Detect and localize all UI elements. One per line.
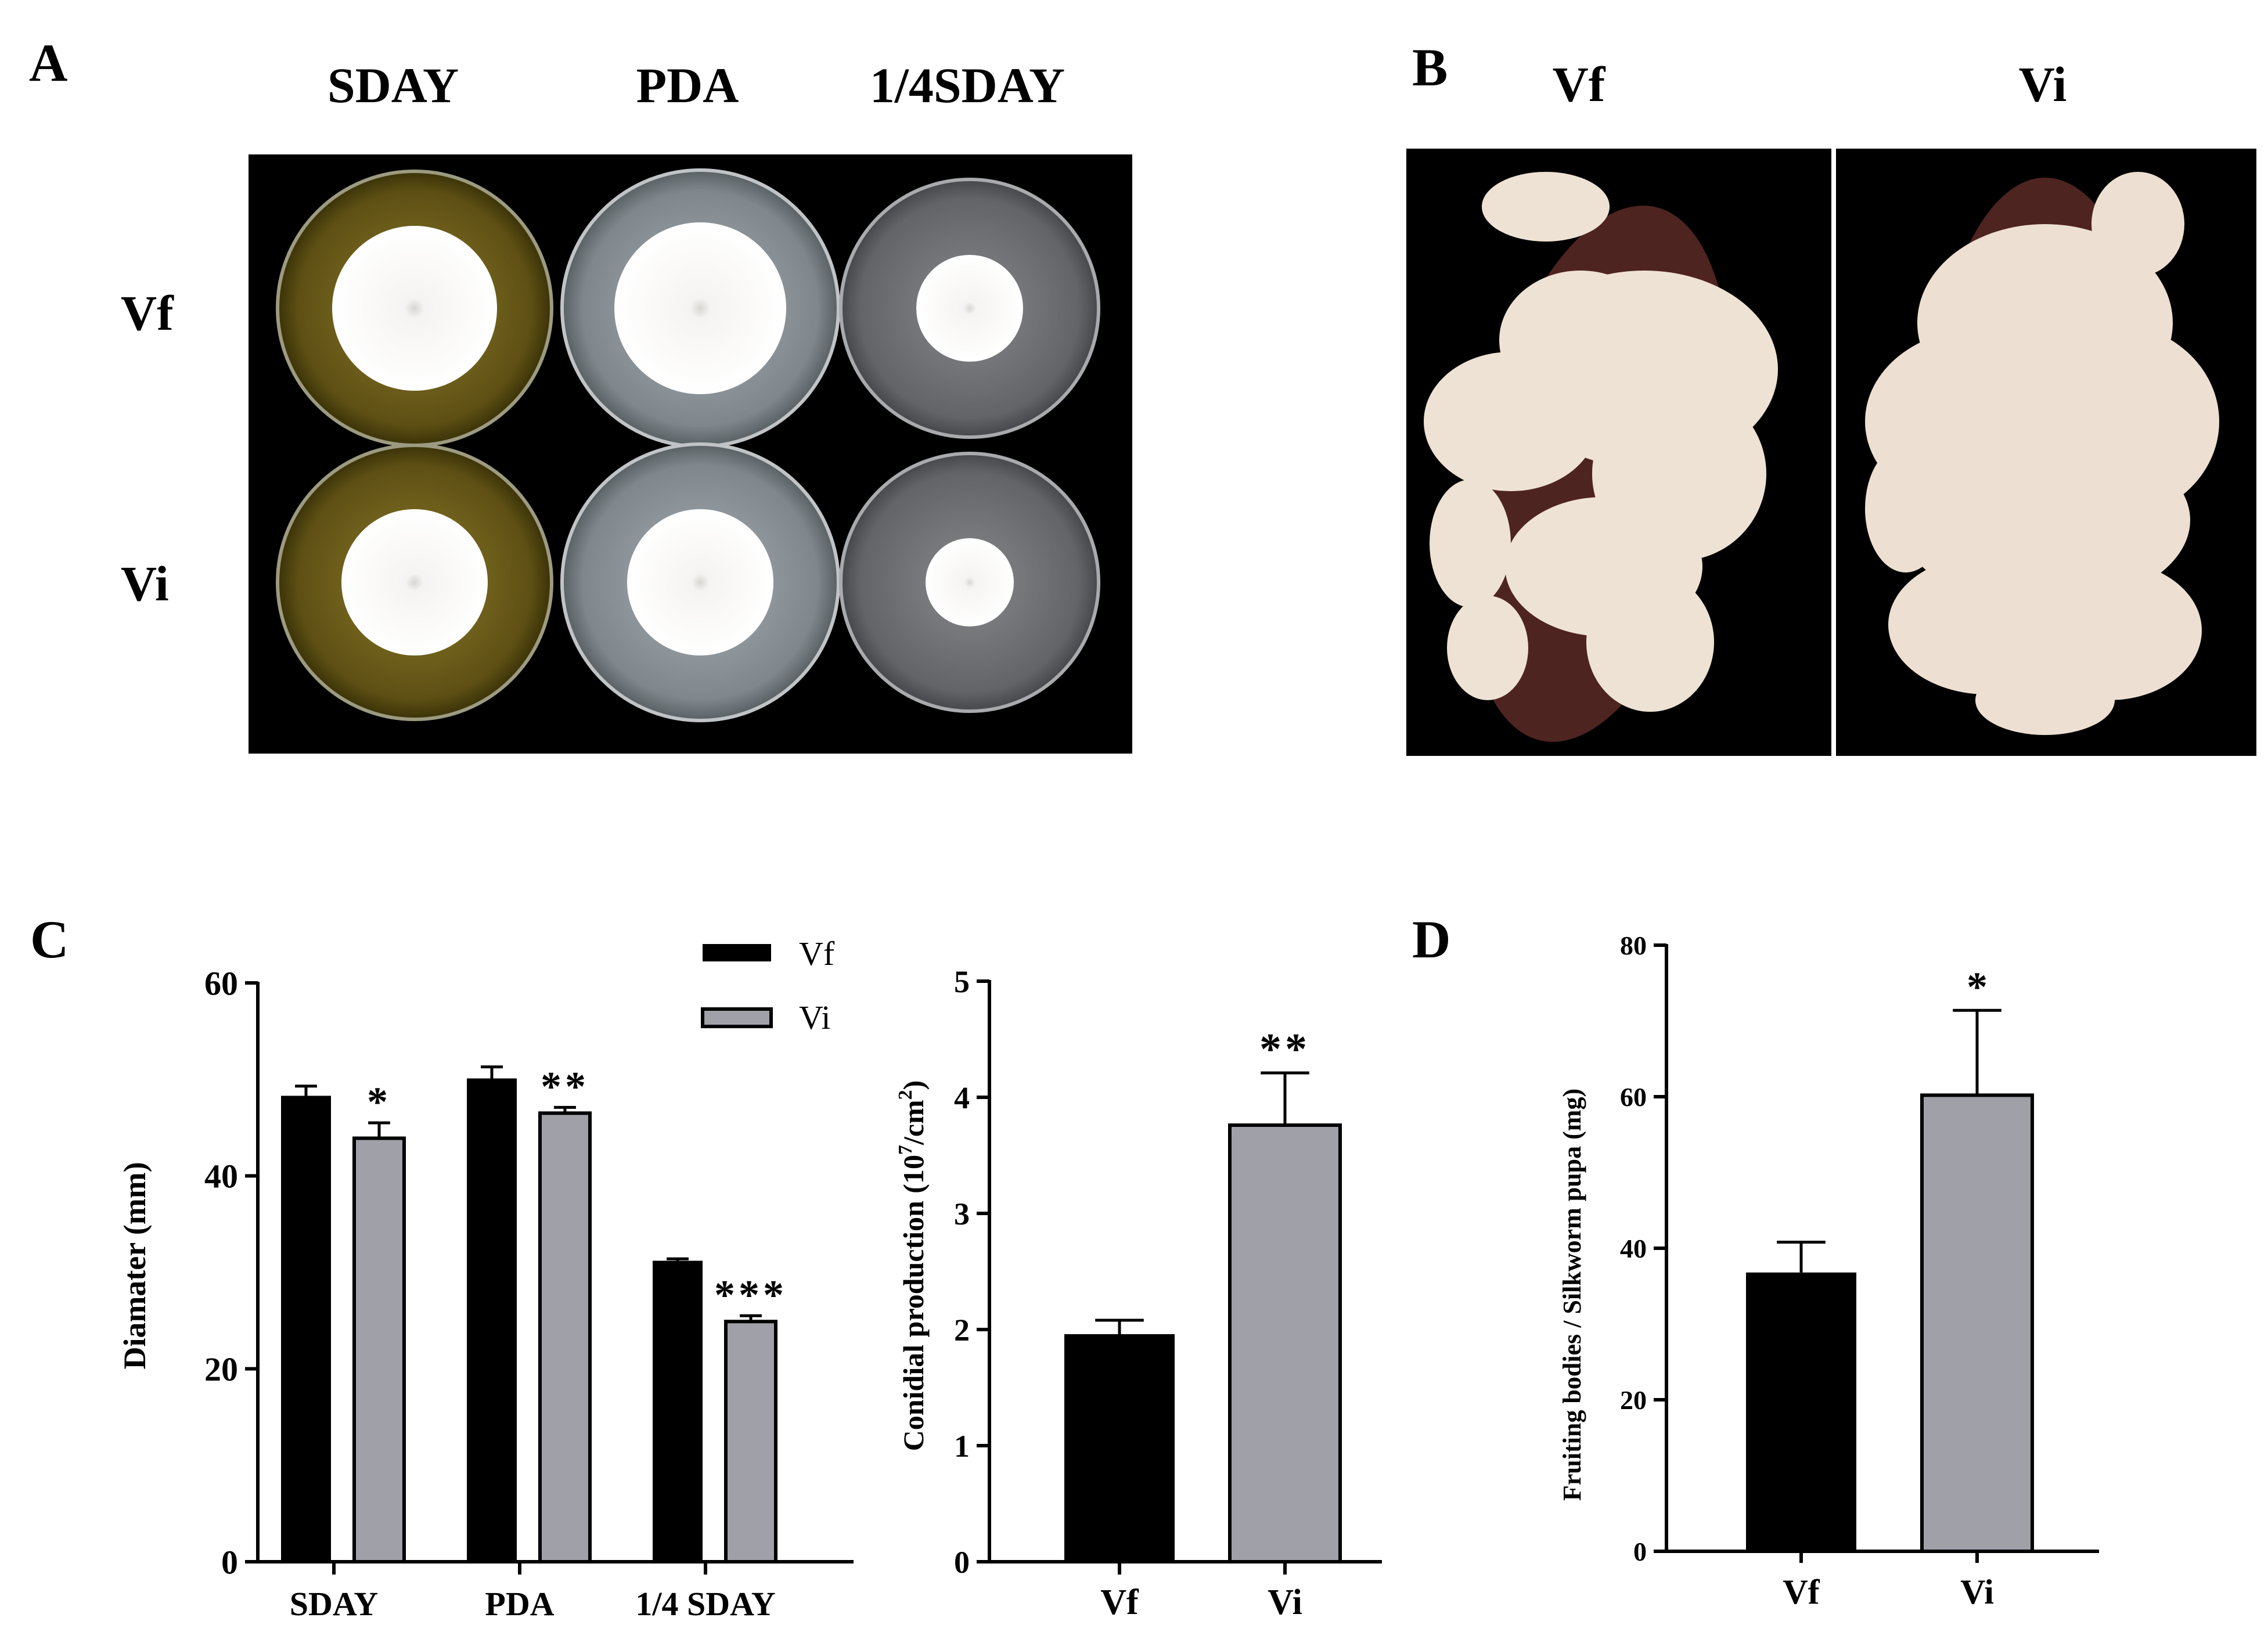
fruiting-x-tick-label: Vi [1960,1573,1994,1611]
plate-vf-sday [276,170,553,447]
legend-swatch-vf [703,944,771,961]
fruiting-x-tick-label: Vf [1783,1573,1820,1611]
fruiting-vf-bar [1746,1272,1856,1551]
fruiting-y-tick-label: 80 [1620,931,1647,960]
conidia-y-tick-label: 2 [954,1313,970,1348]
conidia-x-tick-label: Vi [1268,1583,1302,1622]
diameter-significance-label: *** [714,1271,787,1318]
diameter-vf-bar [281,1096,331,1562]
fruiting-y-tick-label: 60 [1620,1082,1647,1112]
diameter-vf-bar [653,1260,703,1562]
row-label-vi: Vi [121,556,169,611]
label-b-vf: Vf [1552,56,1605,112]
diameter-significance-label: * [367,1079,391,1125]
culture-plates-photo [249,154,1132,754]
diameter-vi-bar [724,1320,777,1563]
panel-b-label: B [1412,38,1448,97]
fruiting-y-tick-label: 0 [1633,1537,1647,1566]
diameter-y-tick-label: 20 [204,1350,238,1388]
panel-c-label: C [30,910,69,969]
diameter-y-tick-label: 0 [221,1543,238,1581]
fruiting-vi-bar [1920,1093,2034,1553]
conidia-x-tick-label: Vf [1100,1583,1139,1622]
conidia-chart: Conidial production (107/cm2) 0 1 2 3 4 5 Vf Vi… [895,964,1382,1622]
plate-vf-pda [560,168,840,448]
conidia-y-tick-label: 0 [954,1545,970,1580]
fruiting-y-tick-label: 20 [1620,1385,1647,1415]
column-label-pda: PDA [636,57,739,113]
legend-label-vi: Vi [799,999,831,1036]
conidia-y-tick-label: 4 [954,1080,970,1115]
plate-vi-sday [276,444,553,721]
label-b-vi: Vi [2018,56,2067,112]
legend-swatch-vi [701,1007,773,1028]
panel-a-label: A [29,33,68,92]
diameter-vi-bar [352,1136,406,1563]
plate-vf-quarter-sday [839,178,1100,439]
column-label-sday: SDAY [327,57,459,113]
conidia-y-tick-label: 1 [954,1429,970,1464]
plate-vi-pda [560,442,840,722]
diameter-significance-label: ** [541,1063,589,1109]
diameter-x-tick-label: PDA [485,1585,554,1623]
fruiting-chart: Fruiting bodies / Silkworm pupa (mg) 0 20… [1558,931,2099,1611]
fruiting-body-photo-vf [1406,149,1831,756]
conidia-y-tick-label: 5 [954,964,970,999]
fruiting-y-axis-label: Fruiting bodies / Silkworm pupa (mg) [1558,1089,1586,1501]
fruiting-significance-label: * [1967,964,1988,1010]
conidia-y-tick-label: 3 [954,1197,970,1231]
diameter-y-axis-label: Diamater (mm) [117,1162,152,1369]
diameter-vi-bar [538,1111,592,1563]
fruiting-y-tick-label: 40 [1620,1234,1647,1263]
legend-label-vf: Vf [799,935,835,972]
diameter-chart: Diamater (mm) 0 20 40 60 SDAY * PDA ** 1/4 SDAY *… [117,935,854,1623]
conidia-significance-label: ** [1259,1025,1311,1073]
photo-divider [1831,149,1836,756]
conidia-vf-bar [1064,1334,1175,1562]
column-label-quarter-sday: 1/4SDAY [869,57,1065,113]
diameter-vf-bar [467,1078,517,1562]
conidia-y-axis-label: Conidial production (107/cm2) [895,1080,930,1451]
conidia-vi-bar [1228,1123,1342,1563]
diameter-x-tick-label: SDAY [290,1585,379,1623]
diameter-x-tick-label: 1/4 SDAY [635,1585,775,1623]
row-label-vf: Vf [121,285,174,341]
fruiting-body-photo-vi [1836,149,2256,756]
diameter-y-tick-label: 40 [204,1158,238,1195]
diameter-y-tick-label: 60 [204,964,238,1002]
panel-d-label: D [1412,910,1451,969]
plate-vi-quarter-sday [839,452,1100,713]
diameter-legend: Vf Vi [701,935,835,1036]
